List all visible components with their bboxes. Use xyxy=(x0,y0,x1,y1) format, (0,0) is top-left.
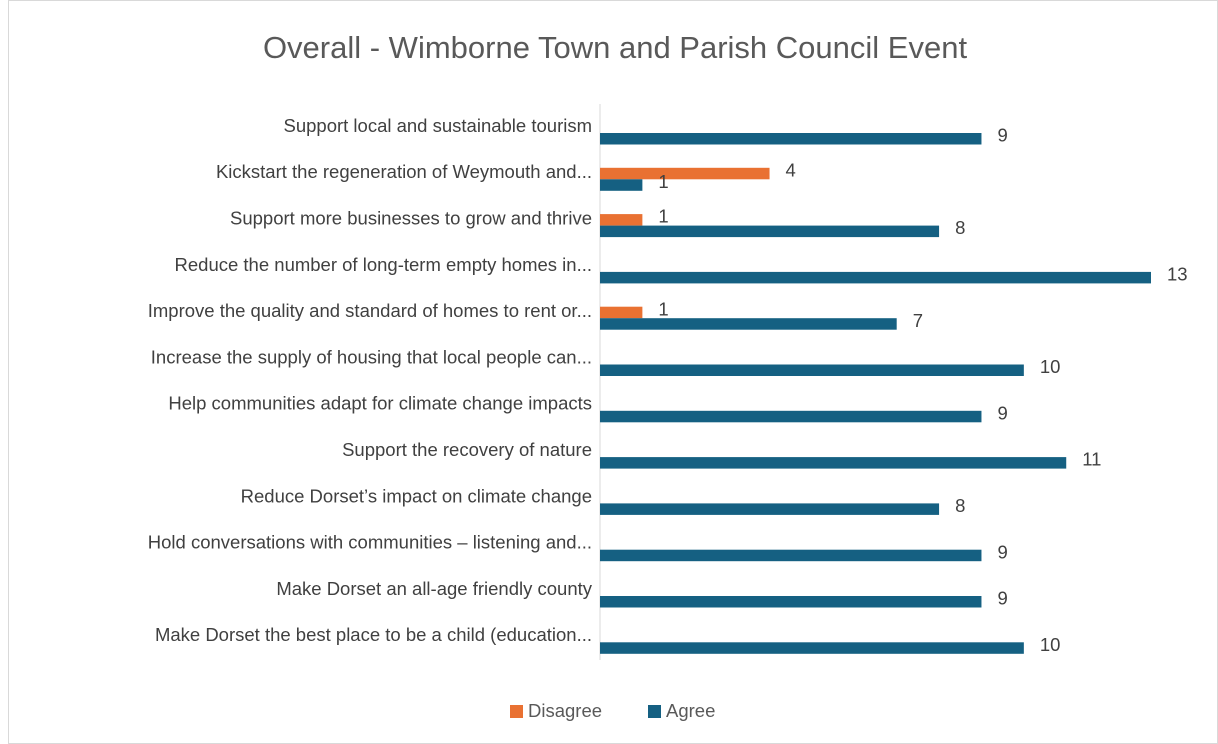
bar xyxy=(600,179,643,191)
category-label: Improve the quality and standard of home… xyxy=(148,300,592,321)
legend-label: Disagree xyxy=(528,700,602,721)
category-label: Increase the supply of housing that loca… xyxy=(151,346,592,367)
chart-title: Overall - Wimborne Town and Parish Counc… xyxy=(263,30,968,65)
data-label: 9 xyxy=(997,125,1007,146)
category-label: Hold conversations with communities – li… xyxy=(148,532,592,553)
data-label: 10 xyxy=(1040,634,1061,655)
bar xyxy=(600,364,1024,376)
data-label: 9 xyxy=(997,402,1007,423)
category-label: Support local and sustainable tourism xyxy=(283,115,592,136)
data-label: 4 xyxy=(786,159,796,180)
category-label: Support the recovery of nature xyxy=(342,439,592,460)
category-label: Reduce the number of long-term empty hom… xyxy=(175,254,592,275)
bar xyxy=(600,642,1024,654)
data-label: 13 xyxy=(1167,264,1188,285)
data-label: 1 xyxy=(658,171,668,192)
bar xyxy=(600,318,897,330)
category-label: Reduce Dorset’s impact on climate change xyxy=(241,485,592,506)
category-label: Support more businesses to grow and thri… xyxy=(230,207,592,228)
bar xyxy=(600,133,982,145)
data-label: 9 xyxy=(997,588,1007,609)
bar xyxy=(600,596,982,608)
legend-label: Agree xyxy=(666,700,715,721)
legend-swatch xyxy=(648,705,661,718)
bar xyxy=(600,410,982,423)
bar xyxy=(600,549,982,562)
bar xyxy=(600,214,643,226)
bar xyxy=(600,457,1067,469)
bar xyxy=(600,167,770,180)
bar xyxy=(600,271,1151,284)
data-label: 10 xyxy=(1040,356,1061,377)
bar xyxy=(600,225,940,238)
data-label: 8 xyxy=(955,217,965,238)
data-label: 1 xyxy=(658,206,668,227)
bar xyxy=(600,503,940,515)
bar xyxy=(600,306,643,319)
data-label: 9 xyxy=(997,541,1007,562)
category-label: Kickstart the regeneration of Weymouth a… xyxy=(216,161,592,182)
category-label: Make Dorset an all-age friendly county xyxy=(276,578,592,599)
category-label: Make Dorset the best place to be a child… xyxy=(155,624,592,645)
data-label: 7 xyxy=(913,310,923,331)
data-label: 1 xyxy=(658,298,668,319)
data-label: 8 xyxy=(955,495,965,516)
data-label: 11 xyxy=(1082,449,1101,470)
category-label: Help communities adapt for climate chang… xyxy=(168,393,592,414)
legend-swatch xyxy=(510,705,523,718)
